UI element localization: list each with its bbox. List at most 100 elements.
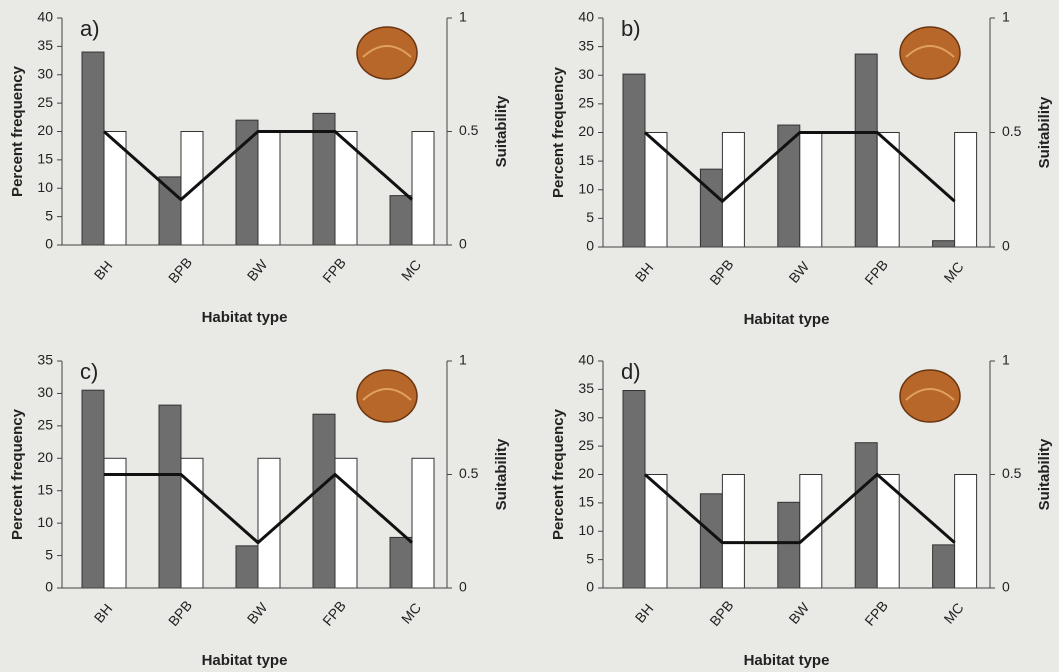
y-tick-label: 5 — [586, 550, 594, 566]
y-axis-label: Percent frequency — [9, 408, 26, 540]
x-tick-label: BPB — [706, 597, 736, 629]
bar — [411, 131, 435, 246]
bar — [312, 112, 336, 246]
y2-tick-label: 0 — [1002, 579, 1010, 595]
y-tick-label: 25 — [37, 417, 53, 433]
bar — [411, 457, 435, 589]
clam-ridge — [362, 45, 412, 58]
panel: 0 5 10 15 20 25 30 35 0 0.5 1 BH BPB BW FPB MC c) Habitat… — [9, 352, 510, 669]
clam-icon — [356, 369, 418, 423]
panel-label: b) — [621, 16, 641, 41]
y-tick-label: 25 — [37, 94, 53, 110]
clam-ridge — [905, 45, 955, 58]
y-tick-label: 30 — [578, 66, 594, 82]
bar — [81, 51, 105, 246]
panel-label: c) — [80, 359, 98, 384]
bar — [699, 168, 723, 248]
suitability-line — [103, 130, 413, 202]
y2-axis-label: Suitability — [493, 438, 510, 510]
y-tick-label: 10 — [578, 522, 594, 538]
y2-tick-label: 0.5 — [1002, 465, 1022, 481]
y2-tick-label: 0.5 — [459, 122, 479, 138]
x-axis-label: Habitat type — [202, 652, 288, 669]
bar — [799, 132, 823, 248]
y-tick-label: 25 — [578, 437, 594, 453]
bar — [158, 176, 182, 246]
y2-axis-label: Suitability — [1036, 438, 1053, 510]
x-axis-label: Habitat type — [202, 309, 288, 326]
y2-tick-label: 1 — [459, 352, 467, 368]
y-tick-label: 15 — [578, 152, 594, 168]
y-tick-label: 35 — [37, 352, 53, 368]
y-axis-label: Percent frequency — [550, 66, 567, 198]
x-tick-label: BH — [91, 258, 116, 283]
bar — [954, 132, 978, 248]
bar — [954, 474, 978, 589]
y-tick-label: 10 — [37, 179, 53, 195]
x-tick-label: BW — [244, 256, 271, 284]
bar — [932, 240, 956, 248]
panel: 0 5 10 15 20 25 30 35 40 0 0.5 1 BH BPB BW FPB MC b) Habit… — [550, 9, 1053, 328]
x-tick-label: BPB — [706, 256, 736, 288]
y2-tick-label: 0 — [1002, 238, 1010, 254]
x-tick-label: MC — [940, 259, 966, 286]
y-tick-label: 0 — [45, 236, 53, 252]
x-tick-label: FPB — [861, 257, 891, 288]
bar — [932, 544, 956, 589]
panel: 0 5 10 15 20 25 30 35 40 0 0.5 1 BH BPB BW FPB MC d) Habit… — [550, 352, 1053, 669]
y-axis-label: Percent frequency — [550, 408, 567, 540]
y-tick-label: 0 — [586, 579, 594, 595]
x-tick-label: BPB — [165, 254, 195, 286]
y-tick-label: 20 — [578, 465, 594, 481]
bar — [622, 73, 646, 248]
clam-icon — [356, 26, 418, 80]
bar — [103, 457, 127, 589]
y-tick-label: 40 — [578, 9, 594, 25]
bar — [257, 457, 281, 589]
x-tick-label: MC — [398, 600, 424, 627]
x-tick-label: BW — [244, 599, 271, 627]
x-tick-label: BH — [632, 260, 657, 285]
clam-ridge — [905, 388, 955, 401]
y2-axis-label: Suitability — [493, 95, 510, 167]
x-tick-label: MC — [398, 257, 424, 284]
y-tick-label: 5 — [45, 207, 53, 223]
y-tick-label: 20 — [37, 122, 53, 138]
y-tick-label: 25 — [578, 95, 594, 111]
x-axis-label: Habitat type — [744, 652, 830, 669]
x-tick-label: FPB — [861, 598, 891, 629]
bar — [257, 131, 281, 246]
y-tick-label: 40 — [578, 352, 594, 368]
panel-label: d) — [621, 359, 641, 384]
x-axis-label: Habitat type — [744, 311, 830, 328]
y-tick-label: 35 — [578, 37, 594, 53]
bar — [854, 442, 878, 589]
bar — [854, 53, 878, 248]
y-tick-label: 30 — [578, 408, 594, 424]
y-tick-label: 15 — [37, 151, 53, 167]
y2-tick-label: 1 — [1002, 9, 1010, 25]
bar — [389, 195, 413, 246]
bar — [158, 404, 182, 589]
clam-icon — [899, 26, 961, 80]
y-tick-label: 0 — [586, 238, 594, 254]
bar — [389, 536, 413, 589]
panel-label: a) — [80, 16, 100, 41]
bar — [235, 545, 259, 589]
x-tick-label: BW — [785, 599, 812, 627]
y2-tick-label: 0 — [459, 579, 467, 595]
x-tick-label: FPB — [319, 255, 349, 286]
y-tick-label: 20 — [37, 449, 53, 465]
y-tick-label: 0 — [45, 579, 53, 595]
suitability-line — [644, 131, 956, 204]
clam-ridge — [362, 388, 412, 401]
y-axis-label: Percent frequency — [9, 65, 26, 197]
y2-tick-label: 0.5 — [1002, 123, 1022, 139]
suitability-line — [104, 472, 413, 545]
y-tick-label: 5 — [586, 209, 594, 225]
panel: 0 5 10 15 20 25 30 35 40 0 0.5 1 BH BPB BW FPB MC a) Habit… — [9, 9, 510, 326]
y-tick-label: 35 — [37, 37, 53, 53]
y-tick-label: 15 — [37, 481, 53, 497]
x-tick-label: MC — [940, 600, 966, 627]
